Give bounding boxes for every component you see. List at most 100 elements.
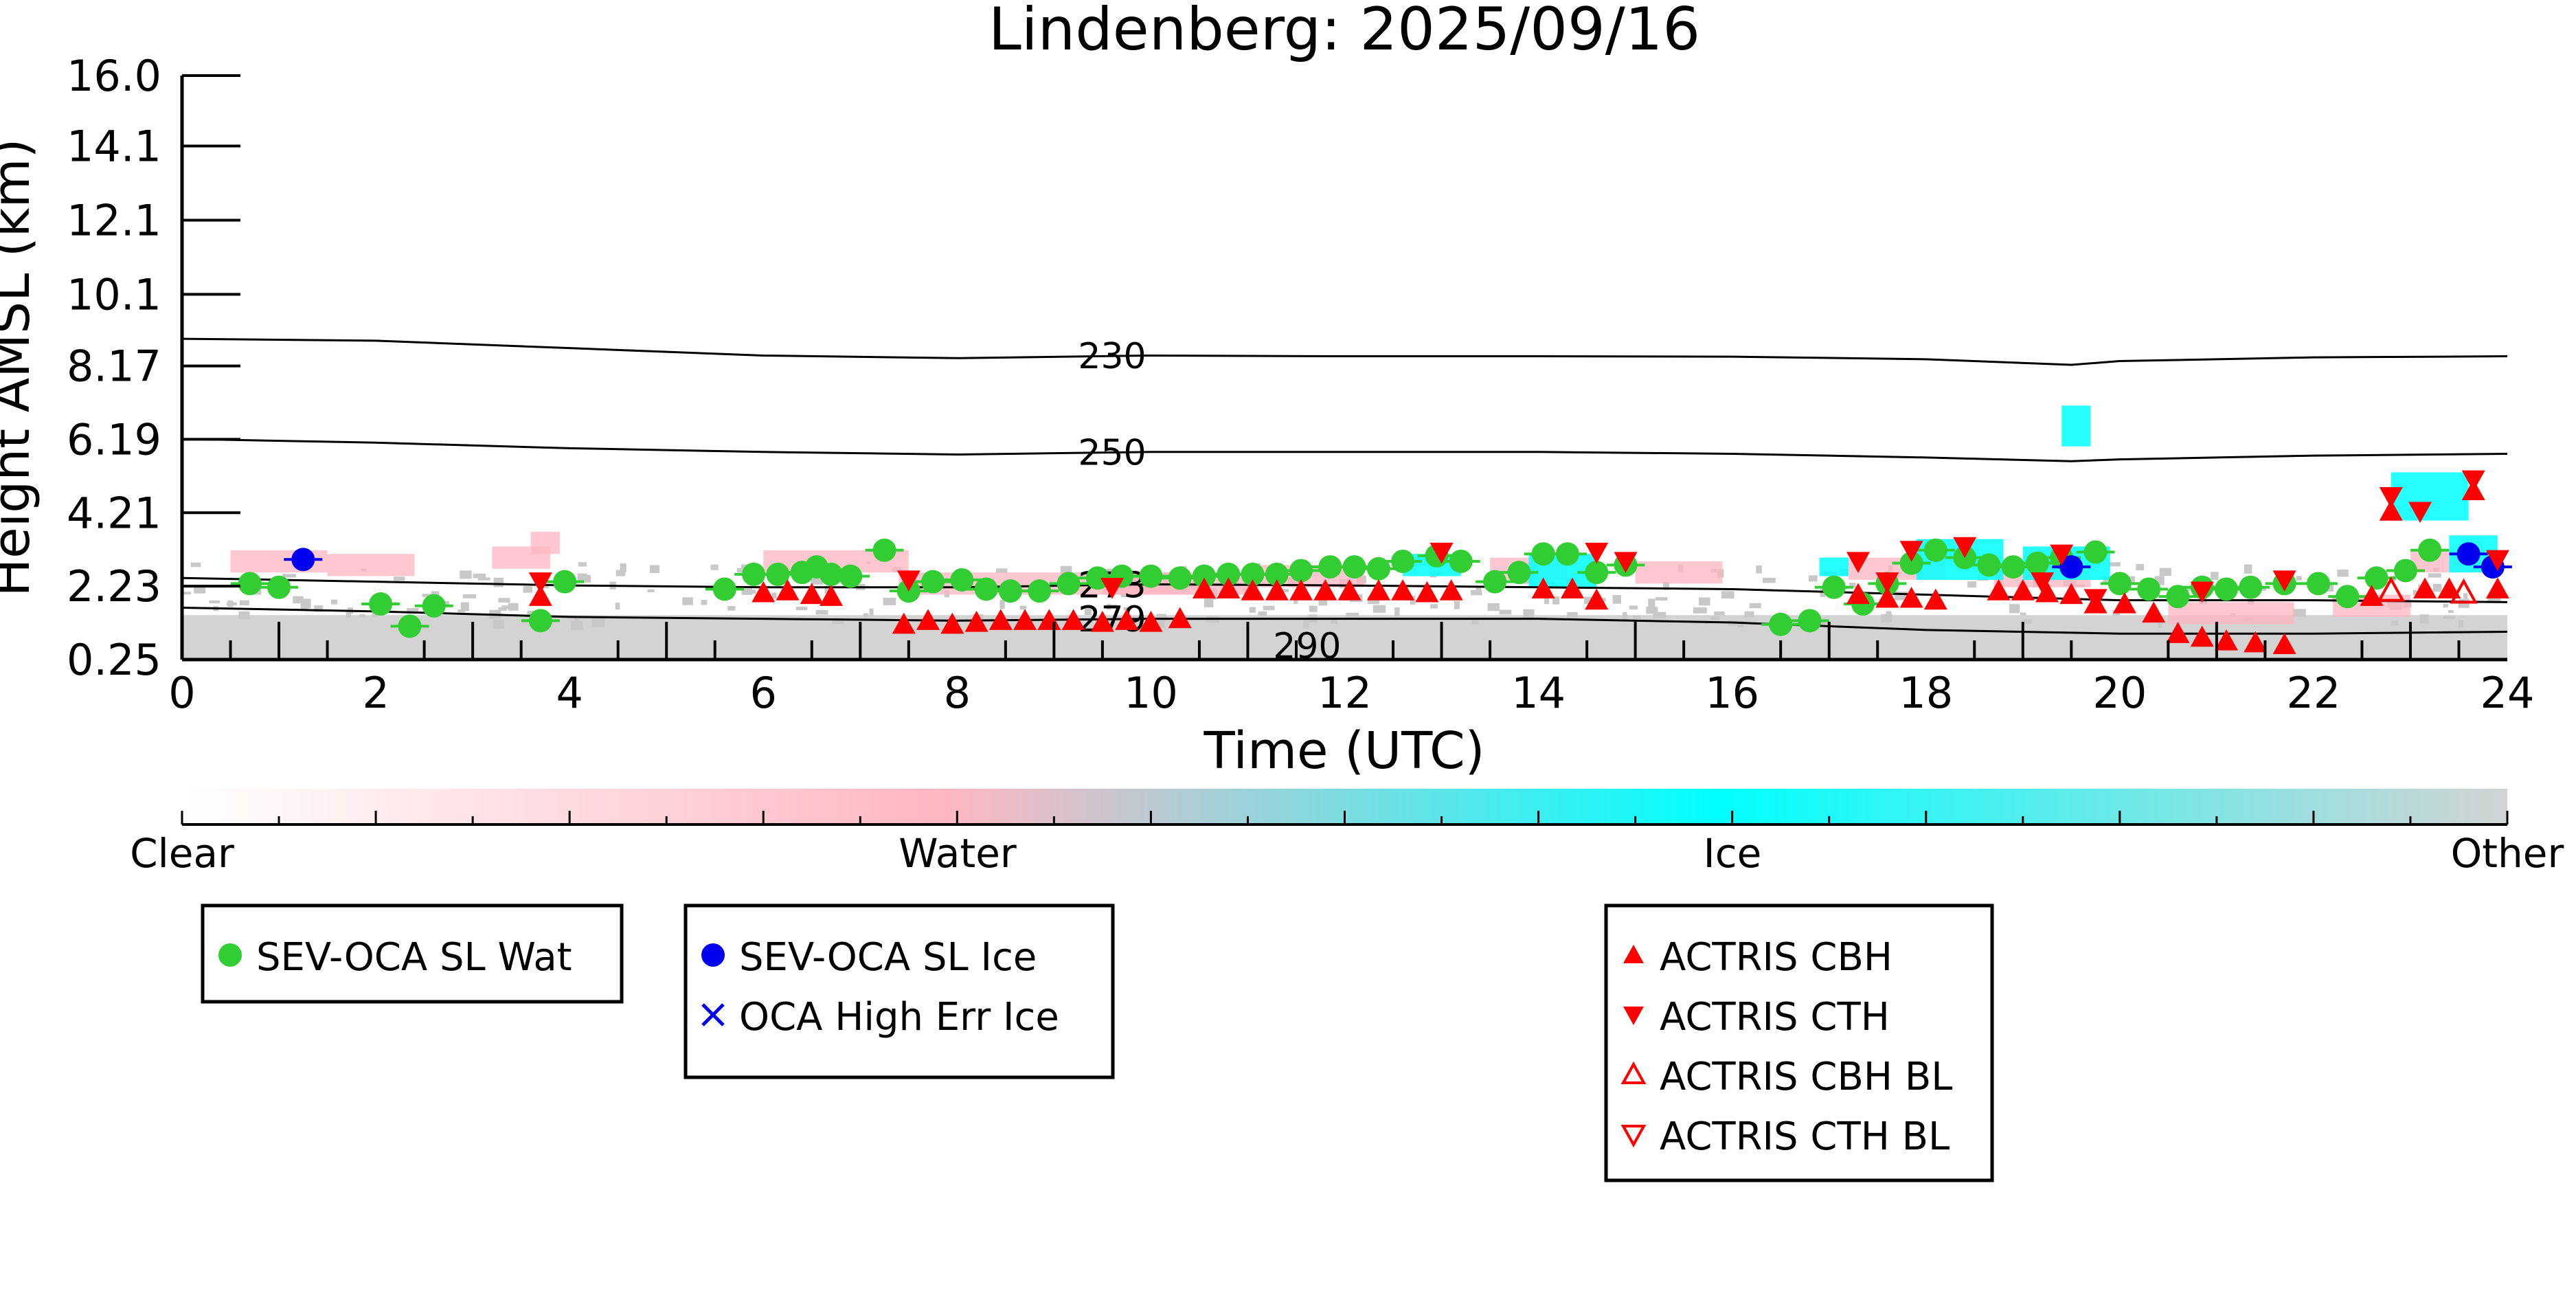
- data-point: [2377, 576, 2406, 602]
- data-point: [2001, 555, 2025, 579]
- data-point: [916, 609, 940, 630]
- legend-label-actris-cbh-bl: ACTRIS CBH BL: [1660, 1055, 1952, 1099]
- other-speck: [314, 605, 324, 612]
- data-point: [1483, 570, 1507, 594]
- other-speck: [2158, 618, 2162, 629]
- legend-marker-actris-cbh: [1623, 945, 1644, 963]
- other-speck: [1648, 598, 1656, 608]
- data-point: [974, 577, 998, 601]
- chart-title: Lindenberg: 2025/09/16: [988, 0, 1700, 64]
- other-speck: [2009, 604, 2020, 614]
- data-point: [1265, 579, 1289, 600]
- other-speck: [832, 618, 844, 625]
- data-point: [2418, 538, 2442, 562]
- data-point: [1391, 549, 1415, 573]
- y-tick-label: 16.0: [67, 51, 161, 101]
- other-speck: [2432, 584, 2442, 592]
- x-stroke: [701, 1003, 725, 1026]
- contour-line-230: [182, 337, 2507, 366]
- legend-frame: [201, 903, 624, 1004]
- data-point: [1923, 588, 1947, 610]
- other-speck: [1278, 589, 1289, 593]
- data-point: [1342, 555, 1366, 579]
- data-point: [2336, 585, 2360, 609]
- y-tick-label: 12.1: [67, 195, 161, 245]
- other-speck: [710, 564, 719, 570]
- water-region: [530, 531, 561, 554]
- other-speck: [2337, 570, 2349, 577]
- legend-label-actris-cth-bl: ACTRIS CTH BL: [1660, 1114, 1950, 1159]
- other-speck: [2261, 587, 2266, 591]
- data-point: [422, 594, 446, 618]
- data-point: [1217, 577, 1241, 599]
- data-point: [872, 538, 896, 562]
- data-point: [742, 562, 766, 586]
- contour-line-279: [182, 606, 2507, 635]
- other-speck: [2487, 595, 2501, 603]
- other-speck: [1655, 597, 1668, 601]
- data-point: [1899, 541, 1923, 562]
- other-speck: [460, 570, 472, 579]
- ice-region: [2061, 405, 2091, 447]
- other-speck: [460, 602, 469, 611]
- data-point: [2306, 572, 2330, 596]
- legend-label-oca-high-err-ice: OCA High Err Ice: [739, 995, 1059, 1040]
- y-tick-label: 10.1: [67, 269, 161, 319]
- data-point: [1430, 542, 1454, 564]
- colorbar-ticks: [181, 811, 2509, 824]
- data-point: [1366, 579, 1390, 600]
- data-point: [988, 609, 1013, 630]
- other-speck: [2391, 620, 2399, 626]
- data-point: [1090, 611, 1114, 632]
- other-speck: [1123, 607, 1132, 611]
- other-speck: [1699, 597, 1710, 606]
- other-speck: [1107, 604, 1118, 607]
- data-point: [766, 562, 790, 586]
- data-point: [369, 592, 393, 616]
- other-speck: [682, 597, 693, 605]
- data-point: [1822, 575, 1846, 599]
- data-point: [1265, 562, 1289, 586]
- data-point: [2379, 499, 2403, 521]
- data-point: [1449, 549, 1473, 573]
- data-point: [1798, 609, 1822, 633]
- other-speck: [1967, 581, 1977, 588]
- contour-label-250: 250: [1078, 433, 1146, 474]
- other-speck: [1721, 591, 1735, 599]
- data-point: [1415, 581, 1439, 603]
- other-speck: [493, 577, 504, 587]
- data-point: [1217, 562, 1241, 586]
- other-speck: [649, 565, 660, 574]
- other-speck: [1204, 598, 1214, 607]
- other-speck: [2419, 614, 2429, 624]
- other-speck: [300, 599, 308, 609]
- data-point: [819, 562, 843, 586]
- legend-box-1: SEV-OCA SL Wat: [201, 903, 624, 1004]
- series-actris-cbh: [528, 479, 2509, 655]
- x-tick-label: 0: [168, 668, 195, 718]
- x-tick-label: 22: [2286, 668, 2340, 718]
- other-speck: [1019, 605, 1026, 610]
- data-point: [2011, 579, 2035, 600]
- legend-marker-actris-cbh-bl: [1620, 1061, 1647, 1084]
- legend-marker-sev-oca-sl-wat: [218, 943, 242, 967]
- x-tick-label: 18: [1899, 668, 1953, 718]
- data-point: [2083, 589, 2108, 610]
- data-point: [2059, 555, 2083, 579]
- data-point: [1192, 564, 1216, 588]
- legend-frame: [1604, 903, 1994, 1182]
- other-speck: [1309, 605, 1318, 612]
- other-speck: [701, 600, 708, 605]
- data-point: [2485, 550, 2509, 572]
- other-speck: [209, 600, 221, 604]
- contour-label-290: 290: [1273, 626, 1341, 667]
- data-point: [291, 548, 315, 572]
- colorbar-label-clear: Clear: [130, 830, 234, 877]
- other-speck: [1552, 596, 1560, 605]
- other-speck: [741, 588, 753, 595]
- other-speck: [2159, 568, 2171, 576]
- other-speck: [1394, 607, 1400, 616]
- data-point: [2059, 583, 2083, 605]
- other-speck: [1820, 620, 1826, 625]
